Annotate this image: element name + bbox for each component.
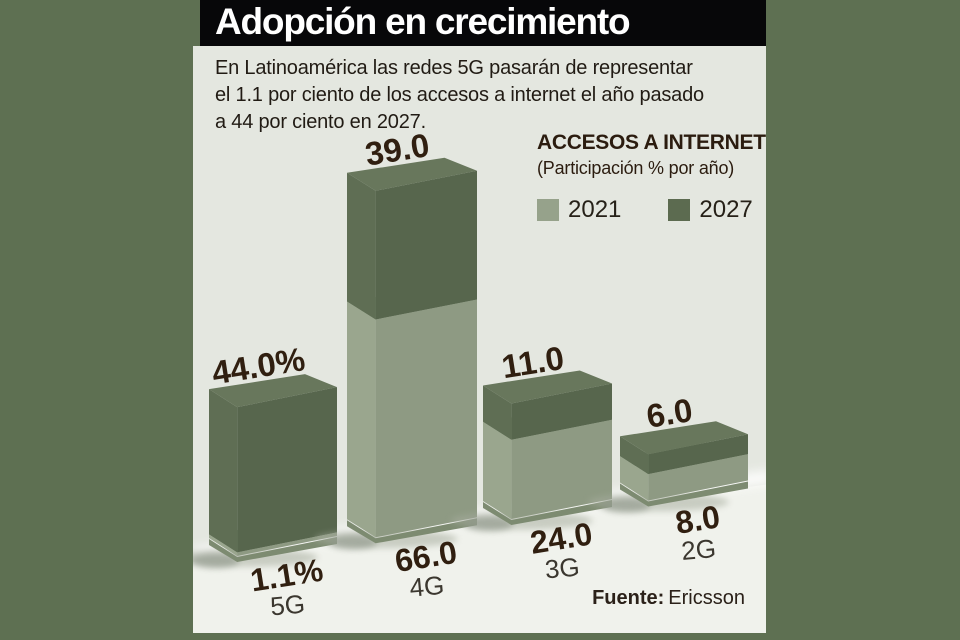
legend-swatch-2021 [537,199,559,221]
bar-category-label: 5G [269,589,306,622]
source-note: Fuente: Ericsson [592,587,745,610]
bar-side-face-2021 [347,301,376,538]
legend-subtitle: (Participación % por año) [537,158,735,178]
bar-side-face-2027 [347,172,376,320]
bar-shadow [193,553,239,568]
bar-side-face-2021 [620,456,649,501]
bar-category-label: 4G [408,570,445,603]
page-title: Adopción en crecimiento [215,1,631,42]
bar-top-face-2027 [209,374,337,408]
intro-line: En Latinoamérica las redes 5G pasarán de… [215,57,693,79]
intro-text: En Latinoamérica las redes 5G pasarán de… [215,55,704,136]
bar-front-face-2027 [375,170,477,320]
bar-side-face-2027 [483,385,512,440]
bar-side-face-2021 [209,534,238,556]
intro-line: a 44 por ciento en 2027. [215,111,426,133]
source-label: Fuente: [592,587,665,609]
bar-front-face-2027 [237,387,337,553]
bar-front-face-2027 [648,434,748,475]
bar-front-face-2027 [511,383,612,440]
chart-card: 1.1% 44.0% 5G 66.0 39.0 4G 24.0 11.0 3G 8.0 6.0 2G … [193,46,766,633]
title-bar: Adopción en crecimiento [200,0,766,46]
legend-item-2021: 2021 [537,196,621,224]
bar-top-face-2027 [347,157,477,191]
legend: ACCESOS A INTERNET (Participación % por … [537,131,766,224]
bar-front-face-2021 [511,419,612,519]
bar-top-face-2027 [620,421,748,455]
bar-value-label-top: 6.0 [644,391,695,435]
bar-top-face-2027 [483,370,612,404]
bar-shadow [465,516,513,531]
bar-side-face-2021 [483,421,512,519]
bar-shadow [329,535,377,550]
bar-side-face-2027 [209,389,238,553]
bar-front-face-2021 [648,454,748,501]
bar-side-face-2027 [620,436,649,475]
source-value: Ericsson [668,587,745,609]
intro-line: el 1.1 por ciento de los accesos a inter… [215,84,704,106]
legend-items: 2021 2027 [537,196,766,224]
bar-shadow [602,498,650,513]
bar-front-face-2021 [237,532,337,556]
bar-value-label-bottom: 8.0 [673,498,723,541]
bar-category-label: 2G [680,533,717,566]
legend-swatch-2027 [668,199,691,221]
ground-band [193,484,766,633]
legend-label-2027: 2027 [699,196,753,223]
legend-title: ACCESOS A INTERNET [537,131,766,154]
bar-front-face-2021 [375,299,477,538]
legend-item-2027: 2027 [668,196,753,224]
bar-category-label: 3G [544,552,581,585]
legend-label-2021: 2021 [568,196,622,223]
